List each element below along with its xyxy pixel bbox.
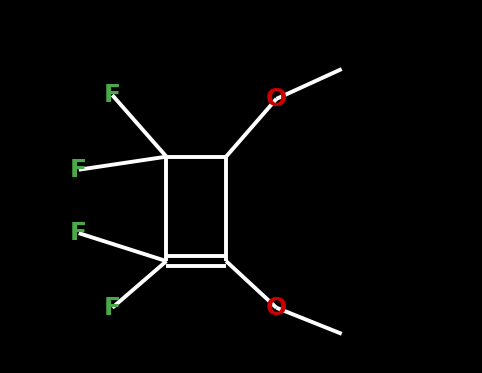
Text: F: F bbox=[70, 221, 87, 245]
Text: O: O bbox=[266, 296, 287, 320]
Text: F: F bbox=[70, 158, 87, 182]
Text: F: F bbox=[104, 83, 121, 107]
Text: O: O bbox=[266, 87, 287, 111]
Text: F: F bbox=[104, 296, 121, 320]
